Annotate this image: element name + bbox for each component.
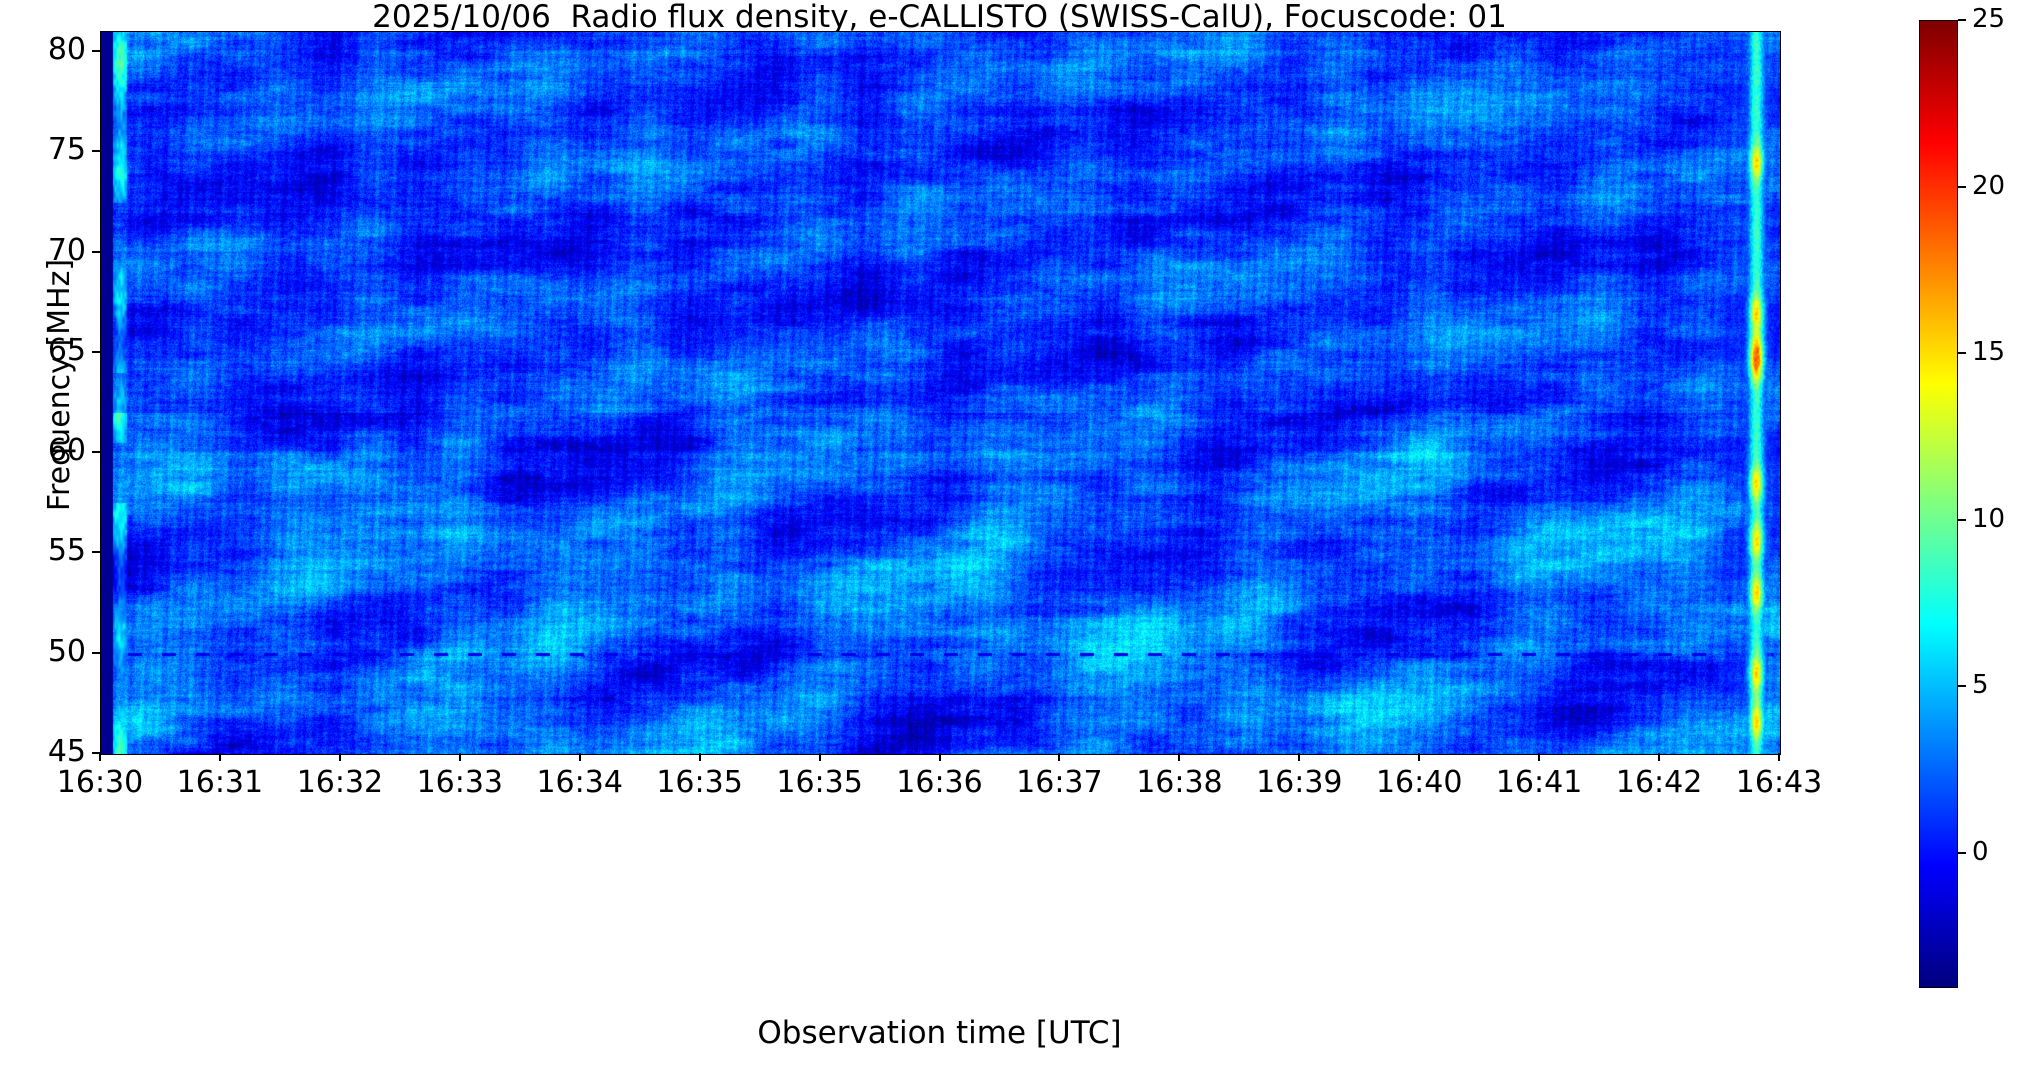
x-tick-mark xyxy=(1778,753,1780,761)
y-tick-label: 60 xyxy=(47,433,86,469)
y-tick-mark xyxy=(92,651,100,654)
x-tick-label: 16:39 xyxy=(1256,765,1343,800)
colorbar-gradient xyxy=(1920,21,1957,987)
x-tick-label: 16:43 xyxy=(1735,765,1823,800)
x-tick-label: 16:42 xyxy=(1615,765,1703,800)
y-tick-label: 80 xyxy=(47,32,86,68)
x-tick-mark xyxy=(818,753,821,761)
x-tick-mark xyxy=(698,753,701,761)
x-tick-label: 16:41 xyxy=(1495,765,1583,800)
x-tick-label: 16:30 xyxy=(56,765,144,800)
x-tick-mark xyxy=(1538,753,1541,761)
x-tick-mark xyxy=(1058,753,1061,761)
page-title: 2025/10/06 Radio flux density, e-CALLIST… xyxy=(372,0,1507,35)
x-tick-mark xyxy=(1178,753,1181,761)
x-tick-mark xyxy=(938,753,941,761)
y-tick-label: 70 xyxy=(47,232,86,268)
x-tick-label: 16:37 xyxy=(1016,765,1103,800)
y-tick-mark xyxy=(92,50,100,53)
x-tick-mark xyxy=(578,753,581,761)
colorbar-tick-label: 5 xyxy=(1972,670,1989,701)
x-tick-mark xyxy=(1298,753,1301,761)
y-tick-label: 65 xyxy=(47,332,86,368)
x-tick-mark xyxy=(338,753,341,761)
x-tick-mark xyxy=(99,753,101,761)
y-tick-mark xyxy=(92,752,100,754)
x-axis-label: Observation time [UTC] xyxy=(757,1015,1122,1051)
colorbar-tick-label: 25 xyxy=(1972,4,2006,34)
x-tick-label: 16:33 xyxy=(416,765,504,800)
colorbar-tick-mark xyxy=(1958,851,1966,854)
x-tick-mark xyxy=(1658,753,1661,761)
x-tick-label: 16:35 xyxy=(656,765,743,800)
x-tick-label: 16:31 xyxy=(176,765,264,800)
x-tick-label: 16:32 xyxy=(296,765,384,800)
y-tick-mark xyxy=(92,250,100,253)
x-tick-label: 16:38 xyxy=(1136,765,1223,800)
colorbar-tick-label: 20 xyxy=(1972,170,2006,201)
x-tick-mark xyxy=(1418,753,1421,761)
spectrogram-image[interactable] xyxy=(101,32,1780,754)
colorbar-tick-mark xyxy=(1958,685,1966,688)
colorbar-tick-mark xyxy=(1958,185,1966,188)
y-tick-label: 55 xyxy=(47,533,86,569)
x-tick-label: 16:40 xyxy=(1375,765,1463,800)
colorbar-tick-mark xyxy=(1958,518,1966,521)
y-tick-mark xyxy=(92,551,100,554)
x-tick-mark xyxy=(458,753,461,761)
colorbar-tick-mark xyxy=(1958,19,1966,21)
colorbar-tick-label: 10 xyxy=(1972,503,2006,534)
y-tick-label: 75 xyxy=(47,132,86,168)
x-tick-label: 16:34 xyxy=(536,765,623,800)
y-tick-mark xyxy=(92,350,100,353)
spectrogram-plot-area[interactable] xyxy=(100,31,1781,755)
colorbar[interactable] xyxy=(1919,20,1958,988)
colorbar-tick-mark xyxy=(1958,352,1966,355)
x-tick-label: 16:35 xyxy=(776,765,863,800)
y-tick-label: 45 xyxy=(47,734,86,769)
colorbar-tick-label: 15 xyxy=(1972,337,2006,368)
y-tick-mark xyxy=(92,150,100,153)
y-tick-mark xyxy=(92,451,100,454)
x-tick-label: 16:36 xyxy=(896,765,983,800)
y-tick-label: 50 xyxy=(47,633,86,669)
x-tick-mark xyxy=(218,753,221,761)
colorbar-tick-label: 0 xyxy=(1972,836,1989,867)
